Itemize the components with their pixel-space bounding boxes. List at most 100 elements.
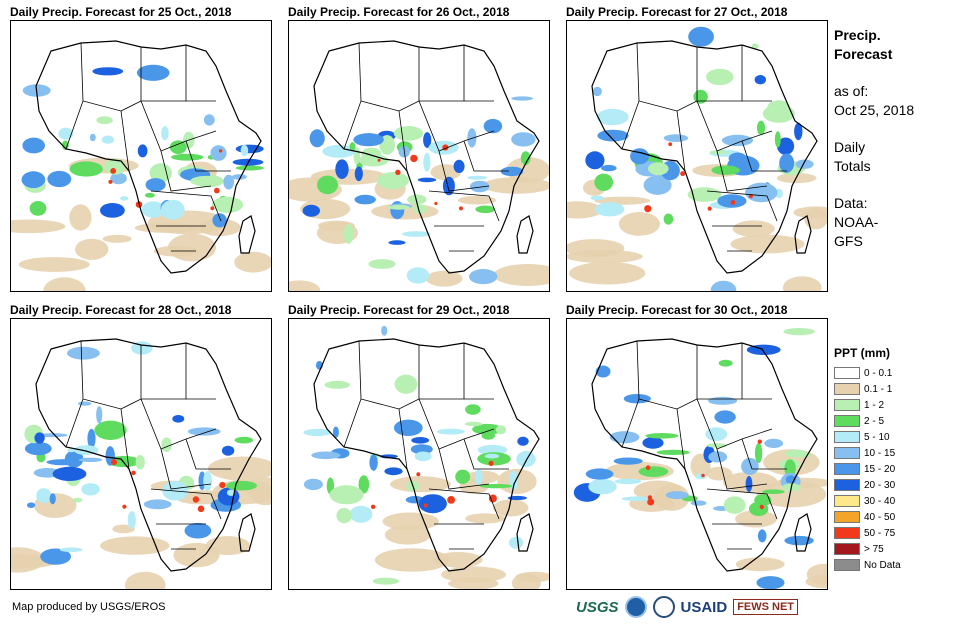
rain-area — [37, 433, 68, 438]
dry-area — [732, 220, 775, 237]
legend-swatch — [834, 447, 860, 459]
rain-area — [234, 436, 254, 444]
rain-area — [663, 134, 689, 142]
dry-area — [205, 536, 250, 556]
heavy-rain-spot — [423, 503, 428, 508]
rain-area — [231, 174, 247, 180]
dry-area — [234, 251, 271, 273]
rain-area — [623, 394, 651, 404]
rain-area — [27, 502, 36, 508]
rain-area — [656, 449, 690, 455]
legend-item: > 75 — [834, 542, 964, 556]
country-border — [343, 398, 362, 448]
country-border — [358, 42, 420, 112]
rain-area — [783, 328, 815, 336]
rain-area — [516, 451, 536, 468]
rain-area — [393, 126, 424, 141]
rain-area — [472, 423, 503, 435]
country-border — [398, 408, 408, 470]
rain-area — [757, 529, 767, 543]
country-border — [706, 488, 778, 520]
heavy-rain-spot — [434, 201, 438, 206]
rain-area — [465, 404, 481, 415]
heavy-rain-spot — [192, 496, 200, 503]
rain-area — [464, 421, 483, 427]
rain-area — [643, 175, 672, 195]
legend-label: 2 - 5 — [864, 415, 885, 427]
map-panel-6: Daily Precip. Forecast for 30 Oct., 2018 — [566, 302, 828, 590]
legend-item: 1 - 2 — [834, 398, 964, 412]
heavy-rain-spot — [108, 179, 113, 184]
country-border — [706, 190, 778, 222]
rain-area — [749, 501, 769, 517]
rain-area — [751, 43, 759, 50]
rain-area — [353, 133, 384, 147]
rain-area — [585, 468, 614, 480]
legend-swatch — [834, 495, 860, 507]
rain-area — [495, 425, 507, 435]
dry-area — [618, 212, 660, 236]
rain-area — [784, 459, 796, 478]
rain-area — [96, 116, 113, 125]
rain-area — [621, 496, 653, 501]
rain-area — [358, 475, 370, 494]
rain-area — [728, 152, 747, 165]
rain-area — [144, 192, 155, 198]
legend-label: No Data — [864, 559, 901, 571]
dry-area — [75, 238, 109, 260]
rain-area — [708, 396, 738, 405]
rain-area — [613, 457, 643, 465]
country-border — [418, 398, 495, 450]
dry-area — [100, 536, 170, 555]
rain-area — [67, 448, 76, 453]
rain-area — [484, 453, 500, 459]
rain-area — [721, 134, 754, 146]
rain-area — [160, 199, 185, 220]
map-panel-3: Daily Precip. Forecast for 27 Oct., 2018 — [566, 4, 828, 292]
rain-area — [303, 478, 323, 491]
rain-area — [754, 443, 763, 464]
africa-precip-map — [289, 40, 549, 291]
legend-swatch — [834, 479, 860, 491]
precip-map — [288, 318, 550, 590]
legend-swatch — [834, 559, 860, 571]
country-border — [676, 110, 686, 172]
legend-item: 20 - 30 — [834, 478, 964, 492]
rain-area — [309, 129, 325, 148]
legend-swatch — [834, 399, 860, 411]
rain-area — [706, 68, 734, 86]
precip-map — [10, 318, 272, 590]
dry-area — [735, 557, 785, 572]
legend-label: 30 - 40 — [864, 495, 896, 507]
rain-area — [145, 178, 166, 192]
legend-label: 0.1 - 1 — [864, 383, 893, 395]
panel-title: Daily Precip. Forecast for 26 Oct., 2018 — [288, 5, 510, 19]
panel-title: Daily Precip. Forecast for 25 Oct., 2018 — [10, 5, 232, 19]
data-source-line: GFS — [834, 233, 863, 249]
rain-area — [235, 165, 264, 171]
rain-area — [369, 454, 378, 471]
rain-area — [136, 64, 170, 81]
rain-area — [169, 140, 187, 154]
rain-area — [221, 445, 235, 456]
rain-area — [22, 137, 45, 154]
dry-area — [430, 164, 461, 181]
rain-area — [92, 67, 124, 76]
rain-area — [517, 436, 529, 446]
legend-swatch — [834, 511, 860, 523]
panel-title: Daily Precip. Forecast for 30 Oct., 2018 — [566, 303, 788, 317]
coastline — [313, 338, 540, 572]
seal-logo — [652, 596, 675, 618]
country-border — [741, 140, 787, 172]
rain-area — [665, 491, 689, 500]
dry-area — [481, 177, 549, 194]
rain-area — [762, 489, 785, 494]
rain-area — [149, 163, 172, 183]
legend-item: 0.1 - 1 — [834, 382, 964, 396]
country-border — [140, 398, 217, 450]
totals-line: Totals — [834, 158, 871, 174]
heavy-rain-spot — [197, 505, 205, 513]
legend-label: 1 - 2 — [864, 399, 885, 411]
coastline — [313, 40, 540, 274]
rain-area — [87, 428, 96, 449]
